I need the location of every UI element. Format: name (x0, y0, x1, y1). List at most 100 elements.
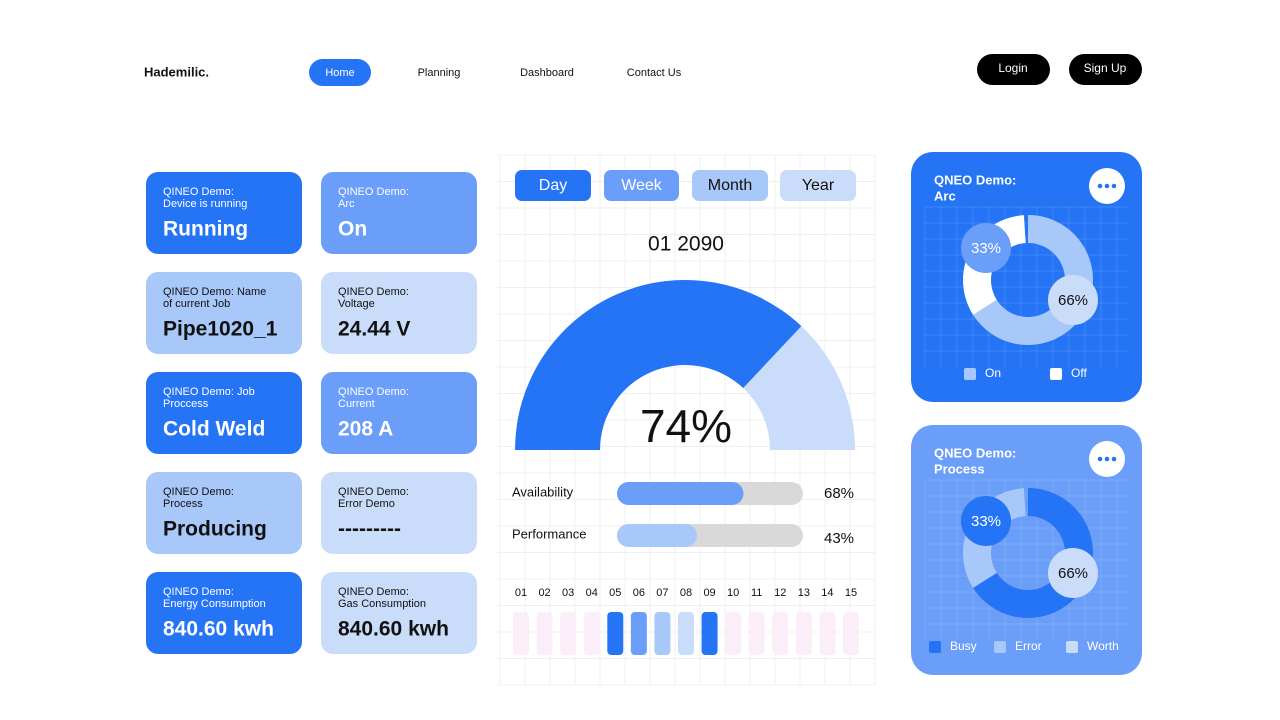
day-label: 06 (633, 587, 645, 599)
period-tab-label[interactable]: Day (539, 177, 567, 194)
bar-fill (617, 482, 744, 505)
gauge-value (515, 280, 802, 450)
day-label: 08 (680, 587, 692, 599)
signup-label[interactable]: Sign Up (1084, 61, 1127, 75)
more-dot[interactable] (1111, 183, 1117, 189)
day-label: 10 (727, 587, 739, 599)
donut-label: 33% (971, 513, 1001, 530)
status-card (146, 372, 302, 454)
status-card (321, 472, 477, 554)
card-value: Producing (163, 518, 267, 541)
card-value: 840.60 kwh (163, 618, 274, 641)
status-card (146, 272, 302, 354)
card-value: --------- (338, 518, 401, 541)
day-bar[interactable] (748, 612, 765, 655)
more-dot[interactable] (1104, 456, 1110, 462)
login-label[interactable]: Login (998, 61, 1027, 75)
card-value: Cold Weld (163, 418, 265, 441)
card-label: QINEO Demo: (163, 486, 234, 498)
status-card (321, 372, 477, 454)
panel-title: QNEO Demo: (934, 445, 1016, 460)
bar-label: 43% (824, 530, 854, 547)
day-bar[interactable] (678, 612, 694, 655)
day-label: 14 (821, 587, 833, 599)
nav-link[interactable]: Contact Us (627, 67, 682, 79)
card-label: QINEO Demo: (338, 386, 409, 398)
bar-name: Performance (512, 526, 586, 541)
day-bar[interactable] (843, 612, 859, 655)
legend-label: Worth (1087, 639, 1119, 653)
period-tab[interactable] (692, 170, 768, 201)
day-bar[interactable] (513, 612, 529, 655)
day-bar[interactable] (701, 612, 718, 655)
period-tab[interactable] (780, 170, 856, 201)
signup-button[interactable] (1069, 54, 1142, 85)
bar-name: Availability (512, 484, 574, 499)
period-tab[interactable] (604, 170, 679, 201)
card-label: QINEO Demo: (338, 286, 409, 298)
legend-swatch (994, 641, 1006, 653)
nav-link[interactable]: Home (325, 67, 354, 79)
bar-fill (617, 524, 697, 547)
legend-swatch (1066, 641, 1078, 653)
donut-label: 66% (1058, 292, 1088, 309)
period-tab-label[interactable]: Year (802, 177, 835, 194)
day-bar[interactable] (536, 612, 553, 655)
legend-swatch (1050, 368, 1062, 380)
day-label: 05 (609, 587, 621, 599)
card-label: Error Demo (338, 498, 395, 510)
day-label: 03 (562, 587, 574, 599)
card-value: 840.60 kwh (338, 618, 449, 641)
more-dot[interactable] (1097, 183, 1103, 189)
status-card (321, 272, 477, 354)
day-bar[interactable] (630, 612, 647, 655)
card-label: QINEO Demo: Name (163, 286, 266, 298)
day-bar[interactable] (583, 612, 600, 655)
day-bar[interactable] (725, 612, 742, 655)
nav-active-pill[interactable] (309, 59, 371, 86)
day-bar[interactable] (654, 612, 671, 655)
status-card (321, 172, 477, 254)
day-bar[interactable] (560, 612, 577, 655)
card-label: QINEO Demo: Job (163, 386, 255, 398)
gauge-label: 74% (640, 400, 732, 452)
period-tab[interactable] (515, 170, 591, 201)
day-bar[interactable] (795, 612, 812, 655)
day-label: 15 (845, 587, 857, 599)
panel (911, 152, 1142, 402)
nav-link[interactable]: Dashboard (520, 67, 574, 79)
brand: Hademilic. (144, 64, 209, 79)
period-tab-label[interactable]: Month (708, 177, 752, 194)
day-label: 07 (656, 587, 668, 599)
day-label: 01 (515, 587, 527, 599)
more-dot[interactable] (1097, 456, 1103, 462)
card-value: 208 A (338, 418, 393, 441)
card-label: Current (338, 398, 375, 410)
day-label: 09 (703, 587, 715, 599)
login-button[interactable] (977, 54, 1050, 85)
panel (911, 425, 1142, 675)
panel-title: Process (934, 461, 985, 476)
nav-link[interactable]: Planning (418, 67, 461, 79)
date-label: 01 2090 (648, 233, 724, 256)
period-tab-label[interactable]: Week (621, 177, 663, 194)
donut-label: 33% (971, 240, 1001, 257)
day-bar[interactable] (819, 612, 836, 655)
card-value: On (338, 218, 367, 241)
card-label: QINEO Demo: (163, 186, 234, 198)
card-label: Proccess (163, 398, 209, 410)
gauge-rest (743, 326, 855, 450)
card-label: QINEO Demo: (163, 586, 234, 598)
legend-label: Error (1015, 639, 1042, 653)
more-dot[interactable] (1104, 183, 1110, 189)
day-bar[interactable] (772, 612, 789, 655)
legend-label: Off (1071, 366, 1087, 380)
donut-label-badge (1048, 548, 1098, 598)
day-label: 11 (751, 587, 762, 599)
legend-swatch (964, 368, 976, 380)
day-label: 04 (586, 587, 598, 599)
card-label: QINEO Demo: (338, 186, 409, 198)
legend-label: On (985, 366, 1001, 380)
more-dot[interactable] (1111, 456, 1117, 462)
day-bar[interactable] (607, 612, 624, 655)
